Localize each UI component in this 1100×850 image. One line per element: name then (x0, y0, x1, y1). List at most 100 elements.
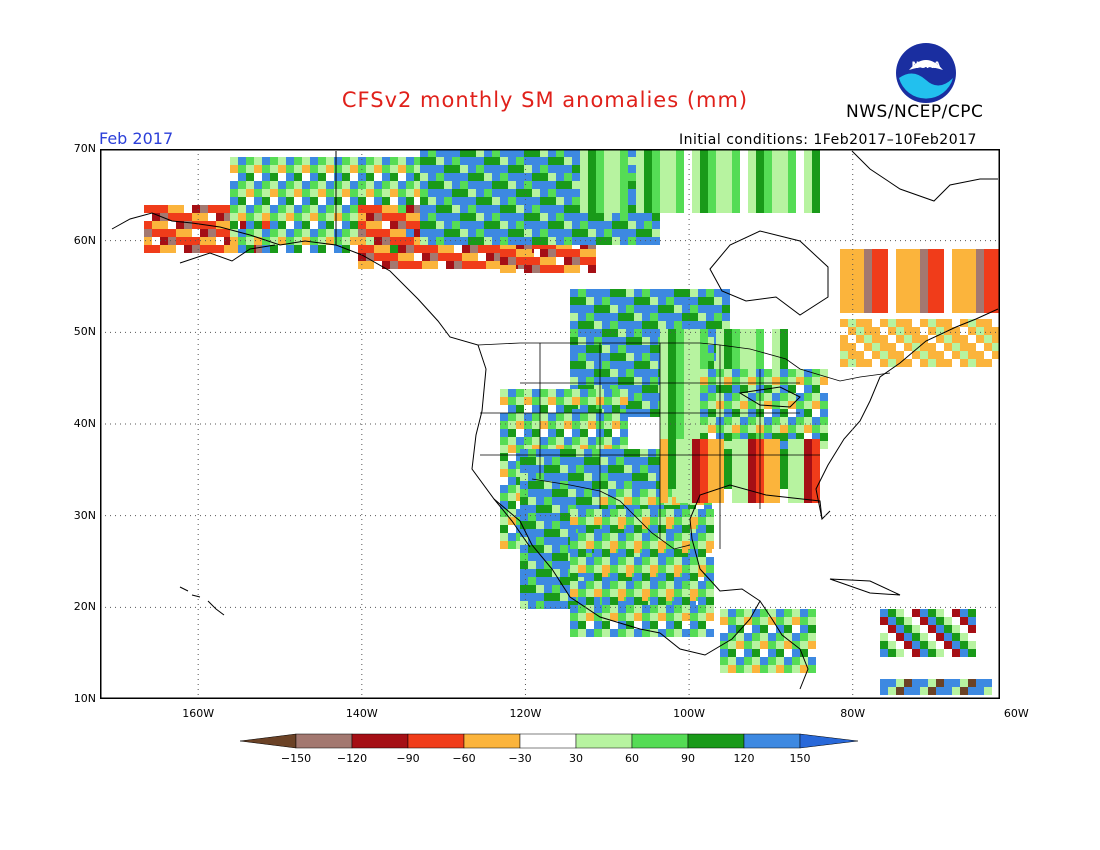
anomaly-cell (780, 173, 788, 181)
anomaly-cell (976, 335, 984, 343)
anomaly-cell (520, 481, 528, 489)
anomaly-cell (676, 189, 684, 197)
anomaly-cell (812, 165, 820, 173)
east-coast (815, 308, 999, 520)
anomaly-cell (700, 447, 708, 455)
anomaly-cell (618, 557, 626, 565)
anomaly-cell (588, 189, 596, 197)
anomaly-cell (642, 621, 650, 629)
anomaly-cell (780, 337, 788, 345)
anomaly-cell (708, 439, 716, 447)
anomaly-cell (780, 425, 788, 433)
anomaly-cell (650, 621, 658, 629)
anomaly-cell (720, 657, 728, 665)
anomaly-cell (692, 463, 700, 471)
anomaly-cell (812, 393, 820, 401)
anomaly-cell (610, 517, 618, 525)
anomaly-cell (616, 465, 624, 473)
anomaly-cell (944, 633, 952, 641)
anomaly-cell (238, 173, 246, 181)
anomaly-cell (808, 665, 816, 673)
anomaly-cell (748, 447, 756, 455)
anomaly-cell (572, 165, 580, 173)
anomaly-cell (310, 189, 318, 197)
anomaly-cell (776, 657, 784, 665)
anomaly-cell (872, 351, 880, 359)
anomaly-cell (626, 353, 634, 361)
anomaly-cell (508, 221, 516, 229)
anomaly-cell (508, 257, 516, 265)
anomaly-cell (342, 213, 350, 221)
anomaly-cell (768, 633, 776, 641)
anomaly-cell (568, 457, 576, 465)
anomaly-cell (422, 245, 430, 253)
anomaly-cell (572, 157, 580, 165)
anomaly-cell (674, 589, 682, 597)
anomaly-cell (936, 649, 944, 657)
anomaly-cell (544, 561, 552, 569)
anomaly-cell (624, 473, 632, 481)
anomaly-cell (744, 633, 752, 641)
anomaly-cell (382, 229, 390, 237)
anomaly-cell (516, 405, 524, 413)
anomaly-cell (676, 337, 684, 345)
anomaly-cell (666, 289, 674, 297)
anomaly-cell (732, 471, 740, 479)
anomaly-cell (580, 197, 588, 205)
anomaly-cell (492, 213, 500, 221)
anomaly-cell (780, 465, 788, 473)
anomaly-cell (508, 389, 516, 397)
anomaly-cell (230, 237, 238, 245)
latitude-label: 70N (73, 142, 96, 155)
noaa-logo-gull (909, 60, 943, 70)
anomaly-cell (560, 601, 568, 609)
anomaly-cell (580, 165, 588, 173)
anomaly-cell (732, 353, 740, 361)
anomaly-cell (508, 237, 516, 245)
anomaly-cell (610, 329, 618, 337)
anomaly-cell (572, 397, 580, 405)
anomaly-cell (536, 521, 544, 529)
anomaly-cell (588, 229, 596, 237)
anomaly-cell (692, 479, 700, 487)
anomaly-cell (912, 257, 920, 265)
anomaly-cell (912, 249, 920, 257)
anomaly-cell (684, 369, 692, 377)
anomaly-cell (444, 221, 452, 229)
anomaly-cell (470, 261, 478, 269)
anomaly-cell (152, 205, 160, 213)
anomaly-cell (716, 173, 724, 181)
anomaly-cell (286, 205, 294, 213)
great-lakes-outline (738, 386, 801, 408)
anomaly-cell (500, 389, 508, 397)
anomaly-cell (804, 417, 812, 425)
anomaly-cell (666, 605, 674, 613)
anomaly-cell (286, 245, 294, 253)
anomaly-cell (682, 525, 690, 533)
anomaly-cell (848, 359, 856, 367)
anomaly-cell (650, 629, 658, 637)
colorbar-segment (351, 733, 409, 749)
anomaly-cell (674, 321, 682, 329)
anomaly-cell (920, 265, 928, 273)
anomaly-cell (580, 249, 588, 257)
anomaly-cell (692, 205, 700, 213)
anomaly-cell (560, 577, 568, 585)
anomaly-cell (516, 257, 524, 265)
anomaly-cell (888, 625, 896, 633)
anomaly-cell (700, 149, 708, 157)
anomaly-cell (436, 173, 444, 181)
anomaly-cell (692, 337, 700, 345)
anomaly-cell (576, 497, 584, 505)
anomaly-cell (428, 237, 436, 245)
anomaly-cell (732, 401, 740, 409)
anomaly-cell (452, 165, 460, 173)
anomaly-cell (294, 213, 302, 221)
anomaly-cell (420, 189, 428, 197)
anomaly-cell (610, 565, 618, 573)
anomaly-cell (772, 189, 780, 197)
anomaly-cell (446, 261, 454, 269)
anomaly-cell (748, 345, 756, 353)
anomaly-cell (736, 625, 744, 633)
anomaly-cell (382, 189, 390, 197)
